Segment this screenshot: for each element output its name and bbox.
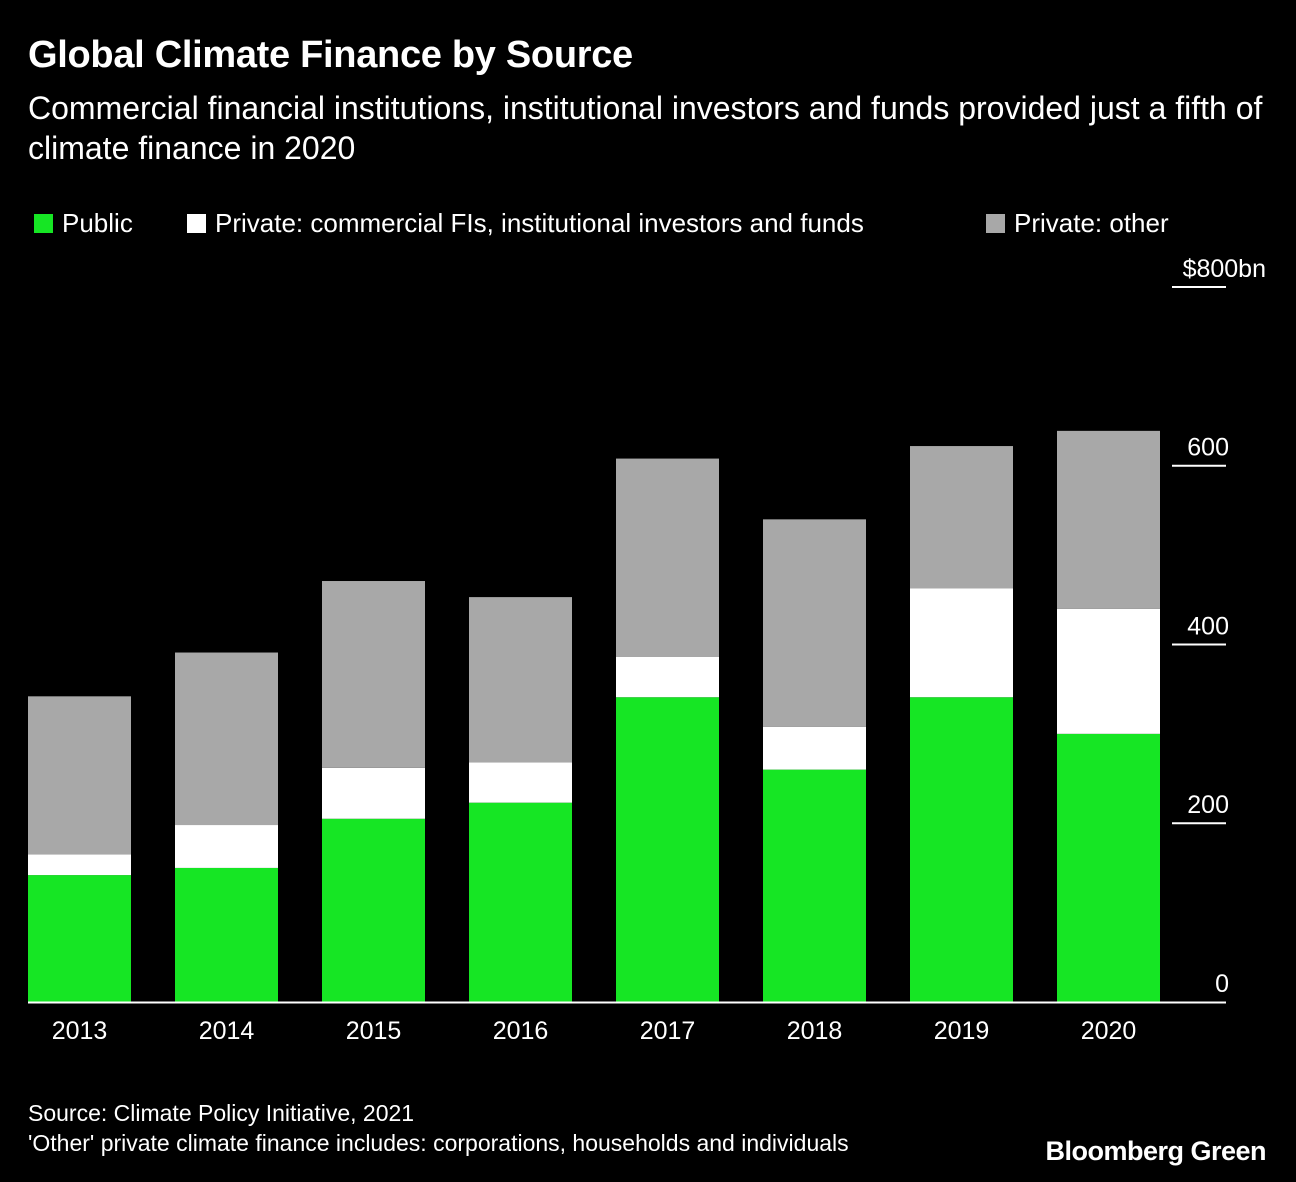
legend-swatch-public [34, 213, 53, 233]
bar-2014-series-2 [175, 825, 278, 868]
source-text: Source: Climate Policy Initiative, 2021 [28, 1100, 415, 1126]
bar-2014-series-3 [175, 652, 278, 826]
footnote-text: 'Other' private climate finance includes… [28, 1130, 849, 1156]
chart-subtitle: Commercial financial institutions, insti… [28, 90, 1263, 166]
source-note: Source: Climate Policy Initiative, 2021 … [28, 1098, 849, 1158]
bar-2015-series-2 [322, 767, 425, 819]
bar-2017-series-3 [616, 458, 719, 657]
bar-2013-series-1 [28, 875, 131, 1002]
y-tick-label-600: 600 [1187, 434, 1229, 462]
legend-label-public: Public [62, 207, 133, 238]
bar-2015-series-3 [322, 581, 425, 768]
legend-item-private-commercial: Private: commercial FIs, institutional i… [187, 206, 864, 240]
legend: Public Private: commercial FIs, institut… [34, 206, 1274, 240]
legend-swatch-private-other [986, 213, 1005, 233]
y-tick-label-800: $800bn [1183, 255, 1266, 283]
x-tick-label-2017: 2017 [640, 1017, 696, 1045]
x-tick-label-2014: 2014 [199, 1017, 255, 1045]
x-tick-label-2015: 2015 [346, 1017, 402, 1045]
bar-2020-series-2 [1057, 608, 1160, 734]
bar-2018-series-3 [763, 519, 866, 727]
legend-label-private-other: Private: other [1014, 207, 1169, 238]
bar-2020-series-3 [1057, 430, 1160, 609]
bar-2019-series-3 [910, 446, 1013, 589]
y-tick-label-200: 200 [1187, 791, 1229, 819]
x-tick-label-2016: 2016 [493, 1017, 549, 1045]
y-tick-label-0: 0 [1215, 970, 1229, 998]
bar-2020-series-1 [1057, 733, 1160, 1002]
bar-2018-series-2 [763, 726, 866, 770]
bar-2013-series-3 [28, 696, 131, 855]
legend-item-public: Public [34, 206, 133, 240]
x-tick-label-2018: 2018 [787, 1017, 843, 1045]
bar-2017-series-2 [616, 656, 719, 698]
legend-item-private-other: Private: other [986, 206, 1169, 240]
bar-2019-series-2 [910, 588, 1013, 698]
legend-label-private-commercial: Private: commercial FIs, institutional i… [215, 207, 864, 238]
bar-2016-series-1 [469, 802, 572, 1002]
x-tick-label-2019: 2019 [934, 1017, 990, 1045]
bar-2019-series-1 [910, 697, 1013, 1002]
bar-2013-series-2 [28, 854, 131, 876]
x-tick-label-2020: 2020 [1081, 1017, 1137, 1045]
bar-2018-series-1 [763, 769, 866, 1002]
bar-2016-series-3 [469, 597, 572, 763]
x-tick-label-2013: 2013 [52, 1017, 108, 1045]
bar-2016-series-2 [469, 762, 572, 803]
bar-2014-series-1 [175, 867, 278, 1002]
bar-2017-series-1 [616, 697, 719, 1002]
bloomberg-green-logo: Bloomberg Green [1045, 1136, 1266, 1166]
stacked-bar-chart: 2013 2014 2015 2016 2017 2018 2019 2020 0 200 400 6… [28, 255, 1266, 1045]
y-tick-label-400: 400 [1187, 612, 1229, 640]
legend-swatch-private-commercial [187, 213, 206, 233]
chart-title: Global Climate Finance by Source [28, 34, 633, 76]
bar-2015-series-1 [322, 818, 425, 1002]
